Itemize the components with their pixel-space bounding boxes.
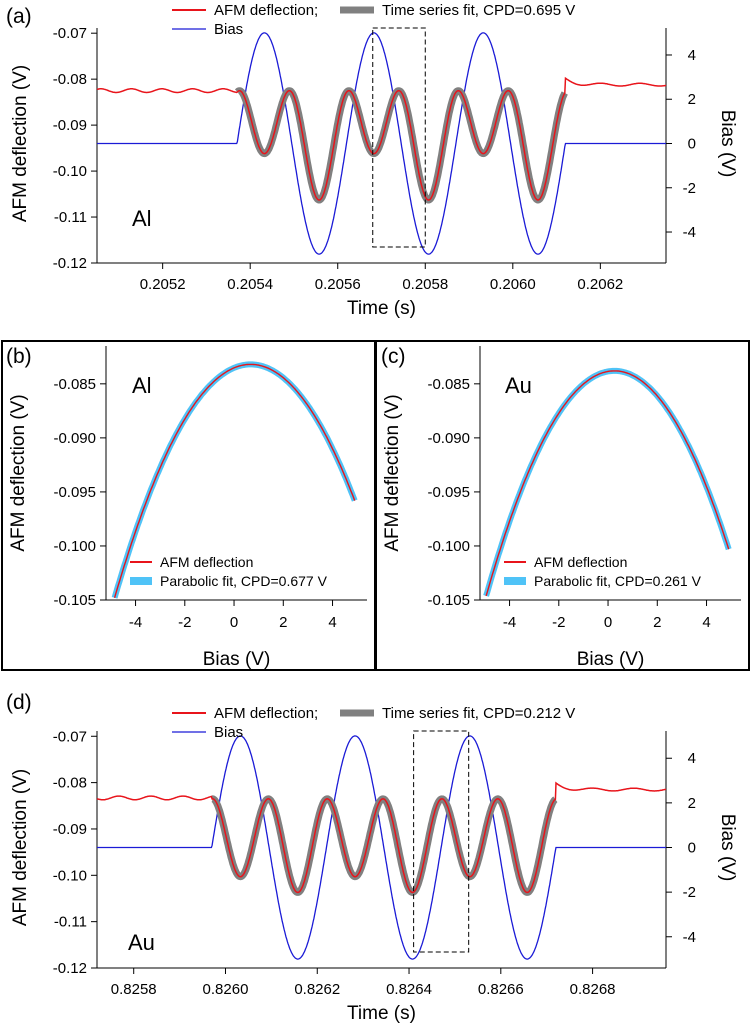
y2-tick-label: 0 — [688, 840, 696, 857]
y-tick-label: -0.12 — [53, 255, 87, 272]
x-tick-label: 0.8260 — [203, 981, 249, 998]
x-tick-label: 0.8264 — [386, 981, 432, 998]
y-tick-label: -0.09 — [53, 117, 87, 134]
x-tick-label: -4 — [129, 614, 142, 631]
x-tick-label: 0.8266 — [478, 981, 524, 998]
y-axis-title: AFM deflection (V) — [8, 394, 29, 551]
x-tick-label: 0.8262 — [294, 981, 340, 998]
y2-tick-label: 4 — [688, 47, 696, 64]
panel-frame — [375, 340, 750, 671]
y-tick-label: -0.090 — [53, 430, 96, 447]
x-tick-label: 0 — [604, 614, 612, 631]
y-axis-title: AFM deflection (V) — [10, 65, 31, 222]
legend-label-bias: Bias — [214, 724, 243, 741]
panel-a: 0.2052 0.2054 0.2056 0.2058 0.2060 0.2062 -0.1… — [6, 2, 738, 319]
y-tick-label: -0.090 — [427, 430, 470, 447]
series-afm-deflection — [113, 363, 356, 598]
series-afm-deflection — [96, 76, 667, 201]
y-tick-label: -0.10 — [53, 163, 87, 180]
y2-tick-label: -4 — [683, 224, 696, 241]
y2-tick-label: 4 — [688, 750, 696, 767]
panel-d: 0.8258 0.8260 0.8262 0.8264 0.8266 0.8268 -0.1… — [6, 691, 738, 1024]
y-axis-title: AFM deflection (V) — [10, 769, 31, 926]
y-axis-title: AFM deflection (V) — [382, 394, 403, 551]
x-tick-label: 2 — [279, 614, 287, 631]
x-tick-label: 0.2060 — [490, 276, 536, 293]
y-tick-label: -0.11 — [54, 209, 87, 226]
panel-label: (c) — [381, 345, 406, 368]
x-axis-title: Bias (V) — [203, 649, 271, 670]
y-tick-label: -0.08 — [53, 71, 87, 88]
legend-label-bias: Bias — [214, 21, 243, 38]
y-tick-label: -0.100 — [427, 538, 470, 555]
x-tick-label: 0.2058 — [402, 276, 448, 293]
highlight-box — [413, 730, 470, 953]
y-tick-label: -0.085 — [53, 376, 96, 393]
material-label: Al — [132, 373, 152, 398]
x-axis-title: Bias (V) — [577, 649, 645, 670]
x-tick-label: 4 — [702, 614, 710, 631]
x-tick-label: 0 — [230, 614, 238, 631]
material-label: Au — [505, 373, 532, 398]
x-tick-label: 0.2052 — [140, 276, 186, 293]
series-afm-deflection — [485, 370, 730, 597]
material-label: Al — [132, 206, 152, 231]
panel-label: (b) — [6, 345, 32, 368]
x-tick-label: 0.8258 — [111, 981, 157, 998]
x-axis-title: Time (s) — [347, 298, 416, 319]
panel-label: (d) — [6, 691, 32, 714]
y-tick-label: -0.12 — [53, 960, 87, 977]
y2-tick-label: 2 — [688, 91, 696, 108]
series-bias — [97, 735, 666, 960]
y-tick-label: -0.09 — [53, 821, 87, 838]
y2-axis-title: Bias (V) — [717, 814, 738, 882]
y2-tick-label: 0 — [688, 136, 696, 153]
y-tick-label: -0.095 — [427, 484, 470, 501]
y-tick-label: -0.095 — [53, 484, 96, 501]
legend-label-parabolic-fit: Parabolic fit, CPD=0.261 V — [534, 573, 702, 589]
y2-axis-title: Bias (V) — [717, 110, 738, 178]
legend-label-afm-deflection: AFM deflection; — [214, 705, 318, 722]
y-tick-label: -0.07 — [53, 25, 87, 42]
x-tick-label: 0.2056 — [315, 276, 361, 293]
legend-label-time-series-fit: Time series fit, CPD=0.695 V — [382, 2, 575, 19]
y2-tick-label: -2 — [683, 180, 696, 197]
legend-label-afm-deflection: AFM deflection — [534, 554, 627, 570]
y-tick-label: -0.105 — [53, 592, 96, 609]
panel-c: -4 -2 0 2 4 -0.105 -0.100 -0.095 -0.090 -0.085 Bia… — [375, 340, 750, 671]
y-tick-label: -0.11 — [54, 914, 87, 931]
y2-tick-label: -4 — [683, 929, 696, 946]
highlight-box — [372, 27, 426, 248]
y-tick-label: -0.100 — [53, 538, 96, 555]
legend-label-time-series-fit: Time series fit, CPD=0.212 V — [382, 705, 575, 722]
y-tick-label: -0.07 — [53, 728, 87, 745]
x-tick-label: 4 — [328, 614, 336, 631]
y-tick-label: -0.085 — [427, 376, 470, 393]
legend-label-parabolic-fit: Parabolic fit, CPD=0.677 V — [160, 573, 328, 589]
series-afm-deflection — [96, 781, 667, 894]
panel-b: -4 -2 0 2 4 -0.105 -0.100 -0.095 -0.090 -0.085 Bia… — [1, 340, 376, 671]
legend-label-afm-deflection: AFM deflection; — [214, 2, 318, 19]
y2-tick-label: -2 — [683, 884, 696, 901]
series-bias — [97, 32, 666, 255]
x-tick-label: -2 — [178, 614, 191, 631]
y2-tick-label: 2 — [688, 795, 696, 812]
y-tick-label: -0.10 — [53, 867, 87, 884]
x-tick-label: 0.2062 — [577, 276, 623, 293]
legend-label-afm-deflection: AFM deflection — [160, 554, 253, 570]
y-tick-label: -0.105 — [427, 592, 470, 609]
x-tick-label: -4 — [503, 614, 516, 631]
x-tick-label: 0.2054 — [227, 276, 273, 293]
panel-label: (a) — [6, 5, 32, 28]
x-tick-label: 0.8268 — [570, 981, 616, 998]
material-label: Au — [128, 930, 155, 955]
x-tick-label: -2 — [552, 614, 565, 631]
y-tick-label: -0.08 — [53, 775, 87, 792]
x-tick-label: 2 — [653, 614, 661, 631]
x-axis-title: Time (s) — [347, 1003, 416, 1024]
